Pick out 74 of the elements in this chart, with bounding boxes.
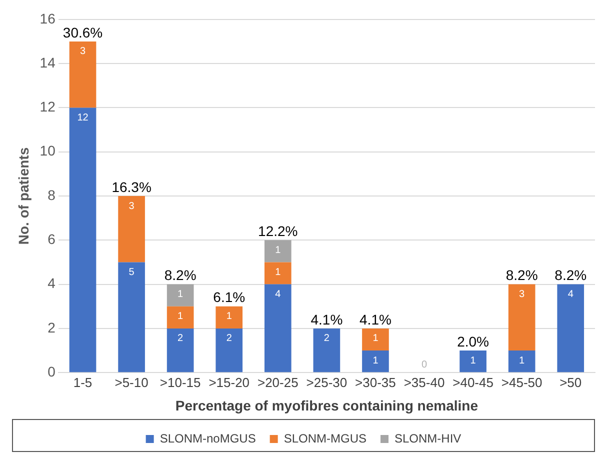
y-tick-label: 0 [48, 363, 56, 380]
data-label: 1 [275, 244, 282, 256]
legend-label: SLONM-HIV [394, 431, 462, 446]
x-tick-label: 1-5 [73, 374, 92, 390]
data-label: 3 [80, 46, 86, 58]
bar [216, 328, 243, 372]
legend-label: SLONM-MGUS [284, 431, 367, 446]
data-label: 1 [178, 289, 184, 300]
data-label: 1 [178, 311, 184, 322]
annotation: 8.2% [164, 267, 196, 284]
bar [166, 284, 194, 306]
x-tick-label: >35-40 [404, 374, 445, 390]
bar [460, 350, 486, 372]
annotation: 12.2% [258, 223, 298, 240]
data-label: 2 [178, 333, 184, 344]
bar [166, 306, 194, 328]
data-label: 3 [128, 200, 135, 212]
data-label: 2 [226, 333, 232, 344]
data-label: 1 [372, 355, 379, 366]
annotation: 16.3% [112, 178, 152, 195]
y-tick-label: 10 [40, 142, 56, 159]
y-tick-label: 6 [48, 231, 56, 248]
x-tick-label: >15-20 [208, 374, 250, 390]
x-tick-label: >40-45 [452, 374, 494, 390]
data-label: 1 [519, 355, 526, 366]
data-label: 4 [275, 289, 282, 300]
annotation: 2.0% [457, 333, 489, 350]
annotation: 30.6% [62, 24, 103, 40]
bar [264, 240, 292, 262]
x-tick-label: >50 [560, 374, 582, 390]
bar [508, 350, 536, 372]
legend-label: SLONM-noMGUS [160, 431, 256, 446]
annotation: 4.1% [310, 311, 343, 328]
x-tick-label: >45-50 [501, 374, 542, 390]
annotation: 4.1% [360, 311, 392, 328]
data-label: 2 [324, 333, 330, 344]
x-axis-title: Percentage of myofibres containing nemaline [175, 397, 478, 414]
annotation: 6.1% [213, 289, 246, 306]
bar [362, 328, 389, 351]
x-tick-label: >20-25 [257, 374, 298, 390]
bar [69, 108, 96, 372]
data-label: 3 [519, 289, 526, 300]
x-tick-label: >5-10 [114, 374, 148, 390]
data-label: 1 [275, 266, 282, 278]
data-label: 1 [470, 355, 476, 366]
y-tick-label: 8 [48, 186, 56, 203]
data-label: 0 [421, 359, 428, 370]
bar [313, 328, 340, 372]
bar [557, 284, 584, 372]
bar [166, 328, 194, 372]
bar [118, 262, 145, 372]
data-label: 5 [128, 266, 135, 278]
x-tick-label: >10-15 [160, 374, 201, 390]
bar [362, 350, 389, 372]
bar [264, 262, 292, 284]
x-tick-label: >30-35 [355, 374, 396, 390]
y-tick-label: 4 [48, 275, 56, 292]
y-tick-label: 16 [40, 10, 56, 26]
y-axis-title: No. of patients [15, 147, 32, 245]
data-label: 12 [77, 112, 89, 124]
data-label: 1 [372, 333, 379, 344]
bar [508, 284, 536, 351]
bar [69, 41, 96, 108]
x-tick-label: >25-30 [306, 374, 348, 390]
bar [264, 284, 292, 372]
data-label: 4 [568, 289, 574, 300]
y-tick-label: 2 [48, 319, 56, 336]
data-label: 1 [226, 311, 232, 322]
y-tick-label: 14 [40, 54, 56, 70]
annotation: 8.2% [554, 267, 587, 284]
annotation: 8.2% [506, 267, 538, 284]
bar [118, 196, 145, 262]
y-tick-label: 12 [40, 98, 56, 115]
bar [216, 306, 243, 328]
